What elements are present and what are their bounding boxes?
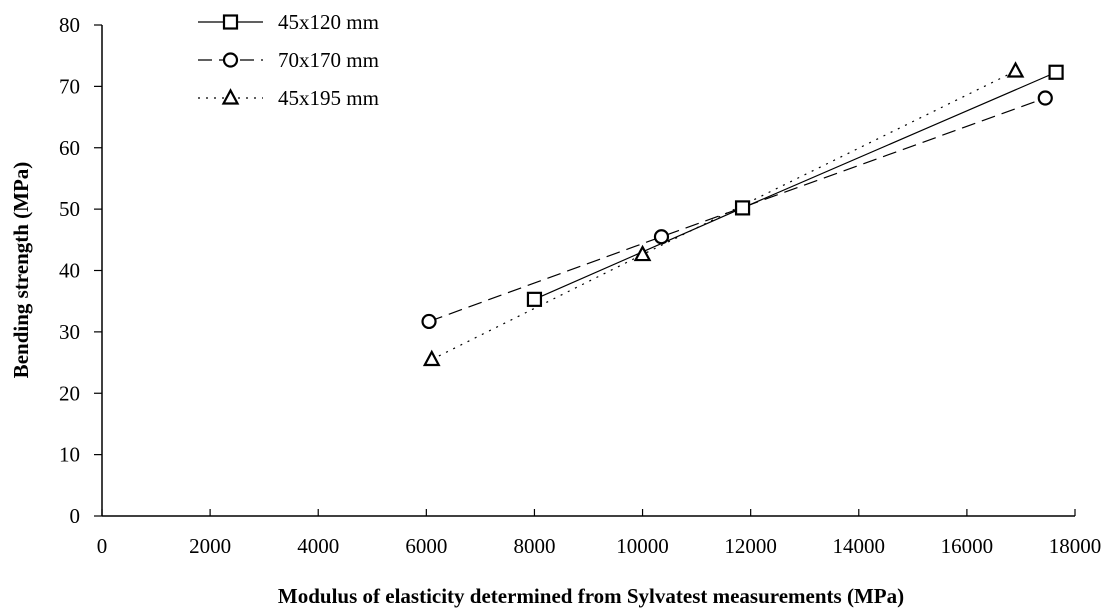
x-tick-label: 12000 bbox=[724, 534, 777, 558]
x-tick-label: 2000 bbox=[189, 534, 231, 558]
legend-marker-triangle bbox=[221, 88, 240, 105]
x-axis-title: Modulus of elasticity determined from Sy… bbox=[278, 584, 904, 608]
series-line-1 bbox=[534, 71, 1057, 300]
data-point-triangle bbox=[422, 349, 441, 367]
legend-marker-circle bbox=[222, 52, 239, 68]
legend-label: 45x195 mm bbox=[278, 86, 379, 110]
data-point-circle bbox=[421, 313, 437, 330]
data-point-square bbox=[1048, 64, 1064, 80]
series-markers bbox=[421, 61, 1064, 367]
y-tick-label: 60 bbox=[59, 136, 80, 160]
y-tick-label: 40 bbox=[59, 259, 80, 283]
data-point-circle bbox=[1037, 90, 1053, 106]
y-tick-label: 0 bbox=[70, 504, 81, 528]
data-point-triangle bbox=[633, 244, 652, 262]
y-tick-label: 50 bbox=[59, 197, 80, 221]
series-line-3 bbox=[431, 70, 1016, 361]
x-tick-label: 14000 bbox=[833, 534, 886, 558]
legend-label: 70x170 mm bbox=[278, 48, 379, 72]
legend-label: 45x120 mm bbox=[278, 10, 379, 34]
data-point-triangle bbox=[1006, 61, 1025, 78]
data-point-square bbox=[734, 200, 751, 216]
y-axis-title: Bending strength (MPa) bbox=[9, 162, 33, 379]
data-point-circle bbox=[653, 229, 670, 245]
y-tick-label: 10 bbox=[59, 443, 80, 467]
axes bbox=[101, 25, 1075, 517]
legend-marker-square bbox=[222, 14, 239, 30]
x-tick-label: 8000 bbox=[513, 534, 555, 558]
data-point-square bbox=[526, 291, 543, 307]
x-tick-label: 6000 bbox=[405, 534, 447, 558]
ticks: 0 2000 4000 6000 8000 10000 12000 14000 16000 180… bbox=[59, 13, 1101, 558]
x-tick-label: 16000 bbox=[941, 534, 994, 558]
y-tick-label: 20 bbox=[59, 381, 80, 405]
y-tick-label: 30 bbox=[59, 320, 80, 344]
x-tick-label: 4000 bbox=[297, 534, 339, 558]
y-tick-label: 70 bbox=[59, 74, 80, 98]
legend: 45x120 mm 70x170 mm 45x195 mm bbox=[198, 10, 379, 110]
x-tick-label: 18000 bbox=[1049, 534, 1102, 558]
x-tick-label: 0 bbox=[97, 534, 108, 558]
y-tick-label: 80 bbox=[59, 13, 80, 37]
x-tick-label: 10000 bbox=[616, 534, 669, 558]
